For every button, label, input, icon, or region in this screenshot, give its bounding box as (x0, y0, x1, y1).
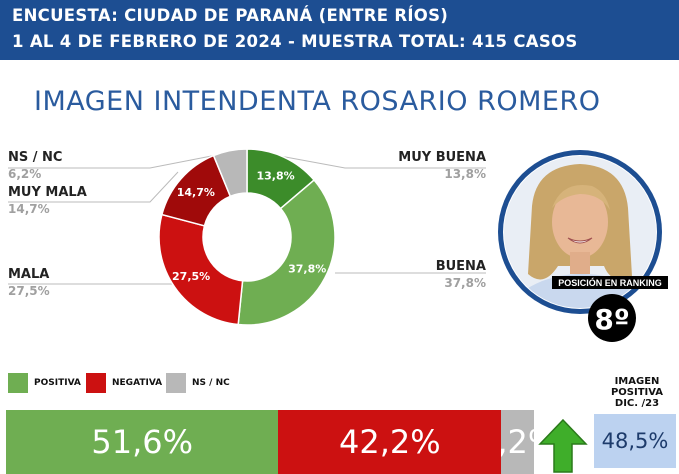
ranking-badge (588, 294, 636, 342)
arrow-up-icon (538, 418, 588, 473)
summary-bar-label: 6,2% (501, 423, 534, 461)
image-positive-label-l3: DIC. /23 (614, 398, 660, 409)
donut-slice-label: 27,5% (172, 270, 210, 283)
donut-slice-labels: 13,8% 37,8% 27,5% 14,7% (172, 169, 326, 282)
label-buena-value: 37,8% (444, 276, 486, 290)
ranking-label: POSICIÓN EN RANKING (558, 277, 662, 288)
label-muy-buena-value: 13,8% (444, 167, 486, 181)
summary-bar-label: 42,2% (339, 423, 441, 461)
image-positive-label-l2: POSITIVA (610, 387, 664, 398)
leader-line (279, 155, 486, 169)
label-muy-buena-name: MUY BUENA (398, 150, 486, 165)
legend-negative: NEGATIVA (86, 373, 162, 393)
legend-positive: POSITIVA (8, 373, 81, 393)
legend-positive-label: POSITIVA (34, 378, 81, 388)
label-muy-mala: MUY MALA 14,7% (8, 185, 87, 216)
label-ns-nc-value: 6,2% (8, 167, 42, 181)
header-banner: ENCUESTA: CIUDAD DE PARANÁ (ENTRE RÍOS) … (0, 0, 679, 60)
survey-dates: 1 AL 4 DE FEBRERO DE 2024 - MUESTRA TOTA… (12, 32, 578, 51)
legend-nsnc: NS / NC (166, 373, 230, 393)
donut-slice-buena (237, 179, 336, 326)
label-buena-name: BUENA (435, 259, 486, 274)
label-muy-mala-name: MUY MALA (8, 185, 87, 200)
summary-bar-negativa: 42,2% (278, 410, 502, 474)
image-positive-label: IMAGEN POSITIVA DIC. /23 (594, 376, 679, 409)
label-muy-mala-value: 14,7% (8, 202, 50, 216)
label-ns-nc: NS / NC 6,2% (8, 150, 62, 181)
donut-slice-label: 37,8% (288, 263, 326, 276)
leader-lines (8, 151, 486, 285)
donut-slice-mala (158, 213, 244, 326)
donut-slice-label: 14,7% (177, 186, 215, 199)
image-positive-value: 48,5% (594, 414, 676, 468)
label-mala: MALA 27,5% (8, 267, 50, 298)
survey-title: ENCUESTA: CIUDAD DE PARANÁ (ENTRE RÍOS) (12, 6, 449, 25)
chart-title: IMAGEN INTENDENTA ROSARIO ROMERO (34, 86, 601, 117)
summary-bar-label: 51,6% (91, 423, 194, 461)
candidate-photo: POSICIÓN EN RANKING 8º (498, 150, 668, 342)
label-mala-name: MALA (8, 267, 50, 282)
summary-bar-positiva: 51,6% (6, 410, 279, 474)
legend-positive-swatch (8, 373, 28, 393)
leader-line (8, 151, 233, 169)
ranking-value: 8º (594, 303, 629, 336)
legend-nsnc-swatch (166, 373, 186, 393)
label-buena: BUENA 37,8% (380, 259, 486, 290)
legend-negative-swatch (86, 373, 106, 393)
label-muy-buena: MUY BUENA 13,8% (380, 150, 486, 181)
donut-slice-ns-nc (212, 148, 248, 198)
donut-chart: 13,8% 37,8% 27,5% 14,7% (8, 148, 486, 326)
legend-nsnc-label: NS / NC (192, 378, 230, 388)
donut-slices (158, 148, 336, 326)
image-positive-label-l1: IMAGEN (614, 376, 660, 387)
legend-negative-label: NEGATIVA (112, 378, 163, 388)
donut-slice-label: 13,8% (256, 169, 294, 182)
ranking-label-bg (552, 276, 668, 289)
leader-line (8, 171, 179, 203)
label-ns-nc-name: NS / NC (8, 150, 63, 165)
label-mala-value: 27,5% (8, 284, 50, 298)
summary-bar-ns-nc: 6,2% (501, 410, 534, 474)
